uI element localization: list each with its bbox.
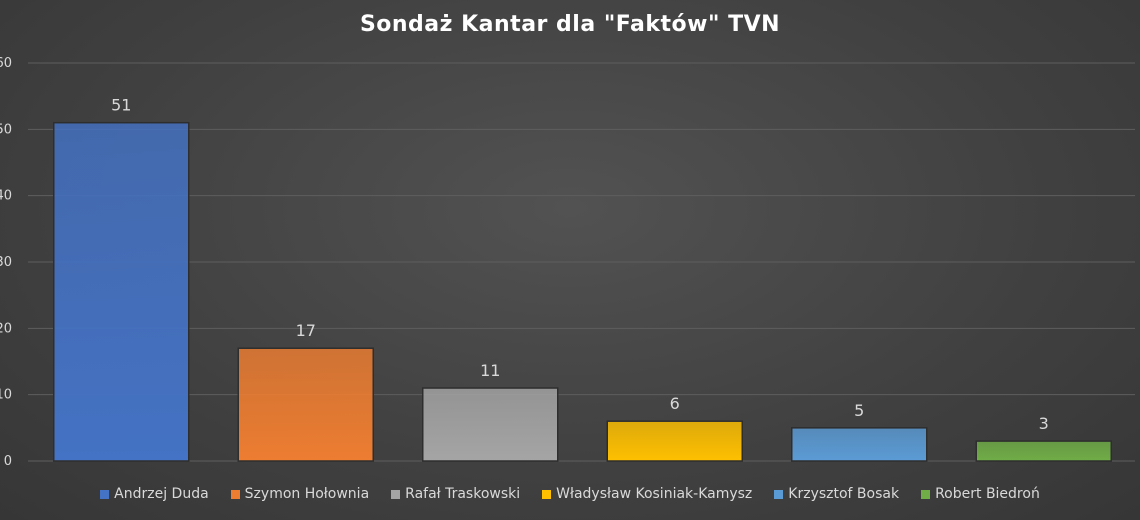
legend-swatch: [921, 489, 931, 499]
data-label-2: 11: [480, 361, 500, 380]
legend-label: Władysław Kosiniak-Kamysz: [556, 486, 753, 502]
bar-0: [53, 121, 190, 462]
legend-label: Krzysztof Bosak: [788, 486, 900, 502]
legend: Andrzej Duda Szymon Hołownia Rafał Traskow…: [0, 486, 1140, 502]
y-tick-label: 40: [0, 189, 12, 204]
legend-swatch: [100, 489, 110, 499]
y-tick-label: 30: [0, 255, 12, 270]
bar-5: [975, 440, 1112, 462]
legend-item: Andrzej Duda: [100, 486, 209, 502]
legend-label: Rafał Traskowski: [405, 486, 521, 502]
bar-4: [791, 427, 928, 462]
bar-1: [237, 347, 374, 462]
legend-label: Andrzej Duda: [114, 486, 209, 502]
legend-item: Robert Biedroń: [921, 486, 1040, 502]
bar-3: [606, 420, 743, 462]
legend-item: Władysław Kosiniak-Kamysz: [542, 486, 752, 502]
legend-swatch: [391, 489, 401, 499]
y-tick-label: 10: [0, 388, 12, 403]
data-label-0: 51: [111, 96, 131, 115]
y-tick-label: 20: [0, 321, 12, 336]
legend-swatch: [774, 489, 784, 499]
bars: [53, 121, 1112, 462]
data-label-1: 17: [296, 321, 316, 340]
bar-2: [422, 387, 559, 462]
y-axis: 0 10 20 30 40 50 60: [0, 56, 12, 469]
legend-swatch: [230, 489, 240, 499]
legend-swatch: [542, 489, 552, 499]
y-tick-label: 50: [0, 122, 12, 137]
legend-label: Robert Biedroń: [935, 486, 1040, 502]
data-label-3: 6: [670, 394, 680, 413]
legend-item: Szymon Hołownia: [230, 486, 370, 502]
legend-item: Rafał Traskowski: [391, 486, 520, 502]
y-tick-label: 60: [0, 56, 12, 71]
chart-title: Sondaż Kantar dla "Faktów" TVN: [359, 12, 781, 37]
data-label-5: 3: [1039, 414, 1049, 433]
gridlines: [28, 62, 1135, 462]
data-label-4: 5: [854, 401, 864, 420]
legend-label: Szymon Hołownia: [244, 486, 370, 502]
y-tick-label: 0: [4, 454, 12, 469]
legend-item: Krzysztof Bosak: [774, 486, 899, 502]
data-labels: 51 17 11 6 5 3: [111, 96, 1049, 433]
